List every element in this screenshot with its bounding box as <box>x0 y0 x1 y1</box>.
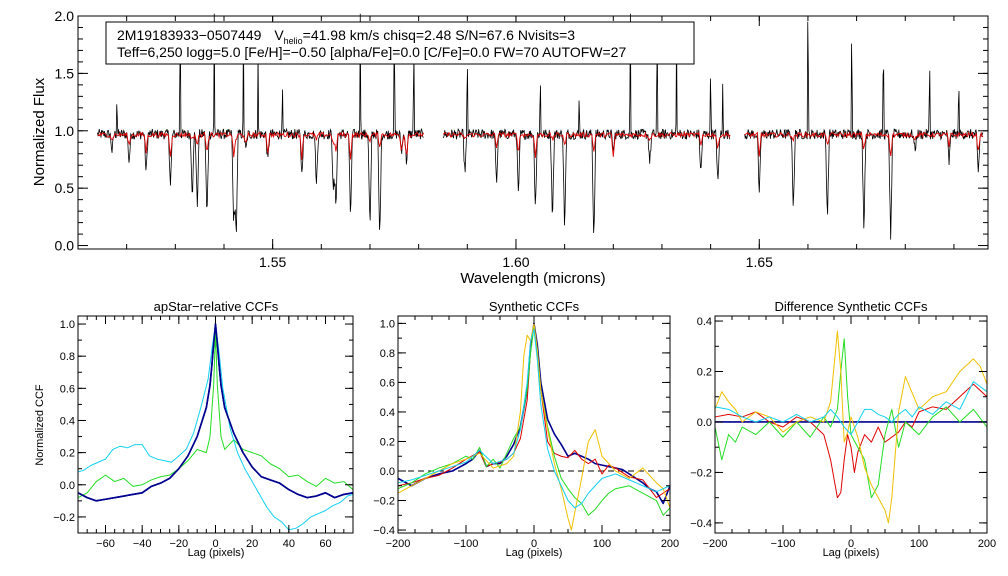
difference-ccf-panel: Difference Synthetic CCFs −200 −100 0 100 20… <box>690 299 996 559</box>
apstar-ccf-axes: −60 −40 −20 0 20 40 60 −0.2 0.0 0.2 0.4 0.6 0.8 1.0 <box>53 316 354 550</box>
apstar-ccf-series-combined-top <box>77 323 354 502</box>
difference-ccf-xtick-label: 100 <box>910 538 928 550</box>
difference-ccf-xlabel: Lag (pixels) <box>823 547 880 559</box>
synthetic-ccf-xtick-label: 200 <box>661 538 679 550</box>
difference-ccf-title: Difference Synthetic CCFs <box>775 299 928 314</box>
difference-ccf-axes: −200 −100 0 100 200 −0.4 −0.2 0.0 0.2 0.4 <box>690 316 996 550</box>
difference-ccf-ytick-label: 0.0 <box>697 417 712 429</box>
synthetic-ccf-xtick-label: −100 <box>454 538 479 550</box>
spectrum-panel: 1.55 1.60 1.65 0.0 0.5 1.0 1.5 2.0 Wavelength (… <box>31 8 989 287</box>
apstar-ccf-title: apStar−relative CCFs <box>154 299 279 314</box>
spectrum-ytick-label: 1.5 <box>55 65 75 81</box>
apstar-ccf-ytick-label: 0.0 <box>60 480 75 492</box>
synthetic-ccf-xtick-label: −200 <box>386 538 411 550</box>
synthetic-ccf-ytick-label: 0.2 <box>380 436 395 448</box>
spectrum-ytick-label: 0.0 <box>55 238 75 254</box>
apstar-ccf-ytick-label: 0.6 <box>60 383 75 395</box>
spectrum-ylabel: Normalized Flux <box>31 77 48 186</box>
difference-ccf-xtick-label: −100 <box>771 538 796 550</box>
synthetic-ccf-ytick-label: 0.0 <box>380 466 395 478</box>
synthetic-ccf-ytick-label: 1.0 <box>380 318 395 330</box>
difference-ccf-xtick-label: 0 <box>848 538 854 550</box>
spectrum-data <box>97 13 984 240</box>
apstar-ccf-ylabel: Normalized CCF <box>34 384 46 466</box>
apstar-ccf-ytick-label: 1.0 <box>60 319 75 331</box>
apstar-ccf-xtick-label: −20 <box>169 538 188 550</box>
apstar-ccf-xtick-label: 60 <box>319 538 331 550</box>
annotation-stats: =41.98 km/s chisq=2.48 S/N=67.6 Nvisits=… <box>303 27 576 43</box>
difference-ccf-xtick-label: −200 <box>703 538 728 550</box>
spectrum-xtick-label: 1.60 <box>502 254 529 270</box>
annotation-v: V <box>274 27 284 43</box>
synthetic-ccf-panel: Synthetic CCFs −200 −100 0 100 200 −0.4 −0.2 0.… <box>373 299 679 559</box>
spectrum-ytick-label: 1.0 <box>55 123 75 139</box>
annotation-v-sub: helio <box>284 36 303 46</box>
annotation-box <box>105 21 695 65</box>
annotation-line-2: Teff=6,250 logg=5.0 [Fe/H]=−0.50 [alpha/… <box>117 44 626 60</box>
spectrum-xtick-label: 1.55 <box>259 254 286 270</box>
spectrum-axes: 1.55 1.60 1.65 0.0 0.5 1.0 1.5 2.0 <box>55 8 988 270</box>
synthetic-ccf-ytick-label: 0.6 <box>380 377 395 389</box>
apstar-ccf-data <box>77 323 354 531</box>
spectrum-xtick-label: 1.65 <box>746 254 773 270</box>
apstar-ccf-panel: apStar−relative CCFs −60 −40 −20 0 20 40 60 −0.… <box>34 299 354 559</box>
synthetic-ccf-xtick-label: 0 <box>531 538 537 550</box>
spectrum-model-line-chip-3 <box>744 131 984 157</box>
spectrum-annotation: 2M19183933−0507449 Vhelio=41.98 km/s chi… <box>105 21 695 65</box>
apstar-ccf-xlabel: Lag (pixels) <box>188 547 245 559</box>
apstar-ccf-xtick-label: −60 <box>96 538 115 550</box>
difference-ccf-ytick-label: −0.4 <box>690 518 712 530</box>
spectrum-ytick-label: 2.0 <box>55 8 75 24</box>
difference-ccf-ytick-label: −0.2 <box>690 467 712 479</box>
spectrum-observed-line-chip-1 <box>97 13 424 232</box>
synthetic-ccf-xlabel: Lag (pixels) <box>506 547 563 559</box>
annotation-line-1: 2M19183933−0507449 Vhelio=41.98 km/s chi… <box>117 27 575 46</box>
apstar-ccf-xtick-label: −40 <box>133 538 152 550</box>
annotation-star-id: 2M19183933−0507449 <box>117 27 262 43</box>
synthetic-ccf-axes: −200 −100 0 100 200 −0.4 −0.2 0.0 0.2 0.4 0.6 0.8 1.… <box>373 316 679 550</box>
synthetic-ccf-title: Synthetic CCFs <box>489 299 580 314</box>
apstar-ccf-xtick-label: 40 <box>283 538 295 550</box>
difference-ccf-ytick-label: 0.2 <box>697 367 712 379</box>
difference-ccf-xtick-label: 200 <box>978 538 996 550</box>
apstar-ccf-ytick-label: 0.2 <box>60 448 75 460</box>
difference-ccf-series-cyan <box>714 381 988 436</box>
difference-ccf-data <box>714 330 988 524</box>
difference-ccf-series-yellow <box>714 330 988 524</box>
synthetic-ccf-ytick-label: 0.8 <box>380 348 395 360</box>
spectrum-xlabel: Wavelength (microns) <box>460 270 605 287</box>
apstar-ccf-xtick-label: 0 <box>212 538 218 550</box>
apstar-ccf-ytick-label: 0.8 <box>60 351 75 363</box>
difference-ccf-series-green <box>714 338 988 499</box>
apstar-ccf-xtick-label: 20 <box>246 538 258 550</box>
spectrum-frame <box>77 15 989 250</box>
apstar-ccf-ytick-label: −0.2 <box>53 512 75 524</box>
synthetic-ccf-series-cyan <box>397 328 671 509</box>
synthetic-ccf-ytick-label: 0.4 <box>380 407 395 419</box>
spectrum-ytick-label: 0.5 <box>55 180 75 196</box>
synthetic-ccf-ytick-label: −0.4 <box>373 525 395 537</box>
synthetic-ccf-xtick-label: 100 <box>593 538 611 550</box>
synthetic-ccf-data <box>397 322 671 531</box>
difference-ccf-series-red <box>714 383 988 499</box>
apstar-ccf-ytick-label: 0.4 <box>60 415 75 427</box>
spectrum-model-line-chip-2 <box>442 130 731 158</box>
synthetic-ccf-ytick-label: −0.2 <box>373 496 395 508</box>
difference-ccf-ytick-label: 0.4 <box>697 316 712 328</box>
spectrum-model-line-chip-1 <box>97 131 424 160</box>
